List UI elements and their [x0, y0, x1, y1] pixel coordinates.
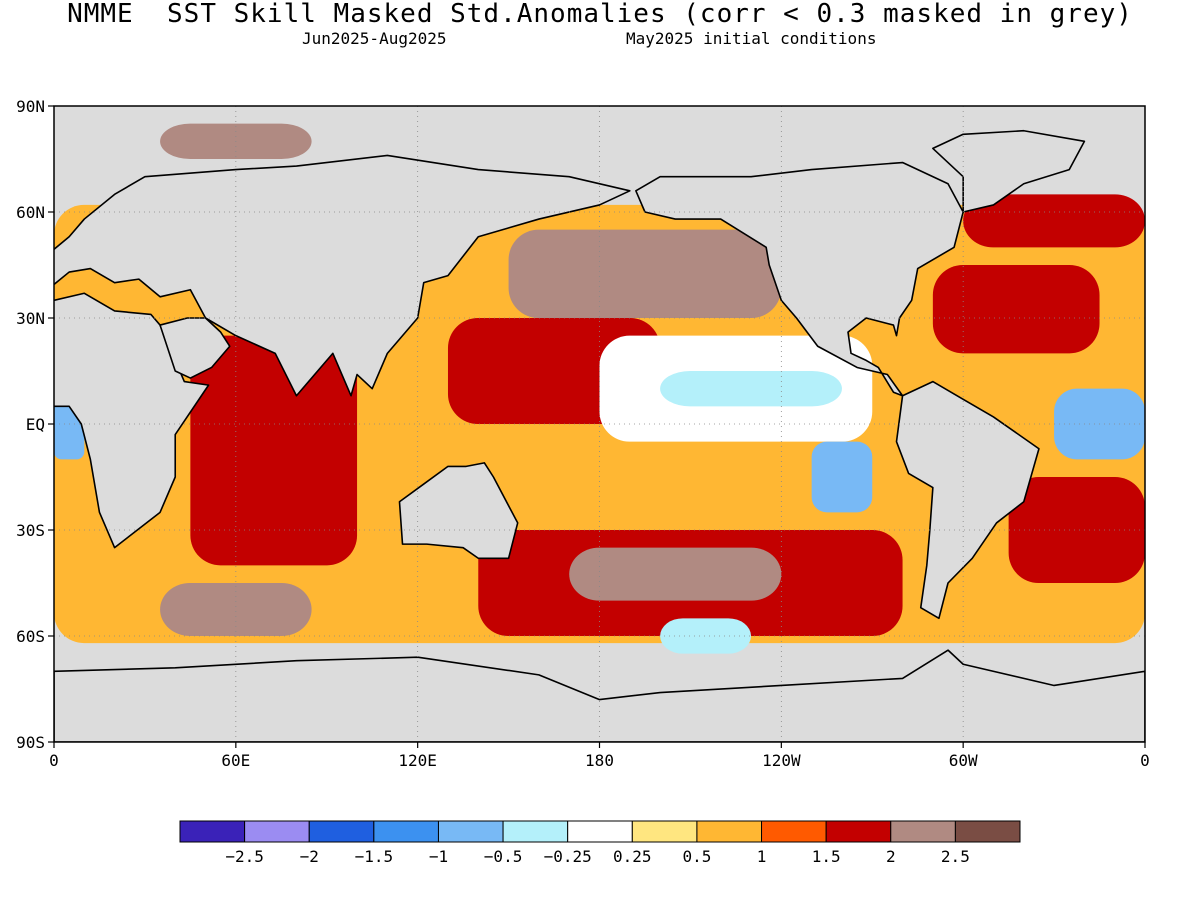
colorbar-label: −0.5 — [484, 847, 523, 866]
lat-tick-label: 90N — [16, 97, 45, 116]
anomaly-region-12 — [1008, 477, 1145, 583]
land-north-america — [635, 161, 964, 397]
lat-tick-label: 60N — [16, 203, 45, 222]
lon-tick-label: 60E — [221, 751, 250, 770]
anomaly-region-8 — [569, 547, 782, 601]
colorbar-swatch — [502, 820, 569, 843]
lon-tick-label: 180 — [585, 751, 614, 770]
anomaly-region-13 — [160, 583, 312, 636]
colorbar-label: −1.5 — [355, 847, 394, 866]
lat-tick-label: 30N — [16, 309, 45, 328]
landmasses — [54, 129, 1145, 742]
land-europe-asia — [54, 154, 631, 397]
anomaly-region-6 — [811, 441, 873, 513]
lat-tick-label: 60S — [16, 627, 45, 646]
colorbar-swatch — [761, 820, 827, 843]
land-greenland — [932, 129, 1086, 213]
initial-conditions: May2025 initial conditions — [626, 29, 877, 48]
map-title: NMME SST Skill Masked Std.Anomalies (cor… — [67, 0, 1133, 29]
colorbar-swatch — [179, 820, 246, 843]
colorbar-swatch — [696, 820, 763, 843]
lon-tick-label: 120W — [762, 751, 801, 770]
colorbar-swatch — [890, 820, 956, 843]
colorbar-swatch — [954, 820, 1021, 843]
colorbar-swatch — [373, 820, 439, 843]
colorbar-label: 1.5 — [812, 847, 841, 866]
colorbar-label: 2.5 — [941, 847, 970, 866]
colorbar: −2.5 −2 −1.5 −1 −0.5 −0.25 0.25 0.5 1 1.5 2 2.5 — [179, 820, 1021, 866]
land-australia — [398, 462, 519, 560]
lat-tick-label: EQ — [26, 415, 45, 434]
colorbar-label: −0.25 — [544, 847, 592, 866]
grid-lines — [54, 106, 1145, 742]
land-south-america — [895, 380, 1040, 620]
lat-tick-label: 90S — [16, 733, 45, 752]
colorbar-label: 0.5 — [682, 847, 711, 866]
latitude-axis: 90N 60N 30N EQ 30S 60S 90S — [16, 97, 54, 752]
colorbar-label: −2 — [300, 847, 319, 866]
longitude-axis: 0 60E 120E 180 120W 60W 0 — [49, 742, 1150, 770]
anomaly-region-15 — [963, 194, 1145, 248]
colorbar-label: 1 — [757, 847, 767, 866]
colorbar-swatch — [308, 820, 375, 843]
colorbar-label: −2.5 — [225, 847, 264, 866]
anomaly-region-9 — [932, 265, 1100, 354]
lon-tick-label: 0 — [49, 751, 59, 770]
anomaly-region-2 — [508, 229, 782, 318]
colorbar-swatch — [567, 820, 633, 843]
anomaly-region-14 — [660, 618, 752, 654]
colorbar-swatch — [631, 820, 698, 843]
lon-tick-label: 0 — [1140, 751, 1150, 770]
colorbar-label: −1 — [429, 847, 448, 866]
colorbar-swatch — [437, 820, 504, 843]
lon-tick-label: 120E — [398, 751, 437, 770]
anomaly-region-5 — [660, 371, 842, 407]
land-arabia — [159, 317, 231, 379]
colorbar-label: 2 — [886, 847, 896, 866]
colorbar-swatch — [244, 820, 310, 843]
anomaly-region-1 — [190, 335, 358, 566]
lat-tick-label: 30S — [16, 521, 45, 540]
colorbar-swatch — [825, 820, 892, 843]
forecast-period: Jun2025-Aug2025 — [302, 29, 447, 48]
colorbar-label: 0.25 — [613, 847, 652, 866]
lon-tick-label: 60W — [949, 751, 978, 770]
land-antarctica — [54, 649, 1145, 742]
